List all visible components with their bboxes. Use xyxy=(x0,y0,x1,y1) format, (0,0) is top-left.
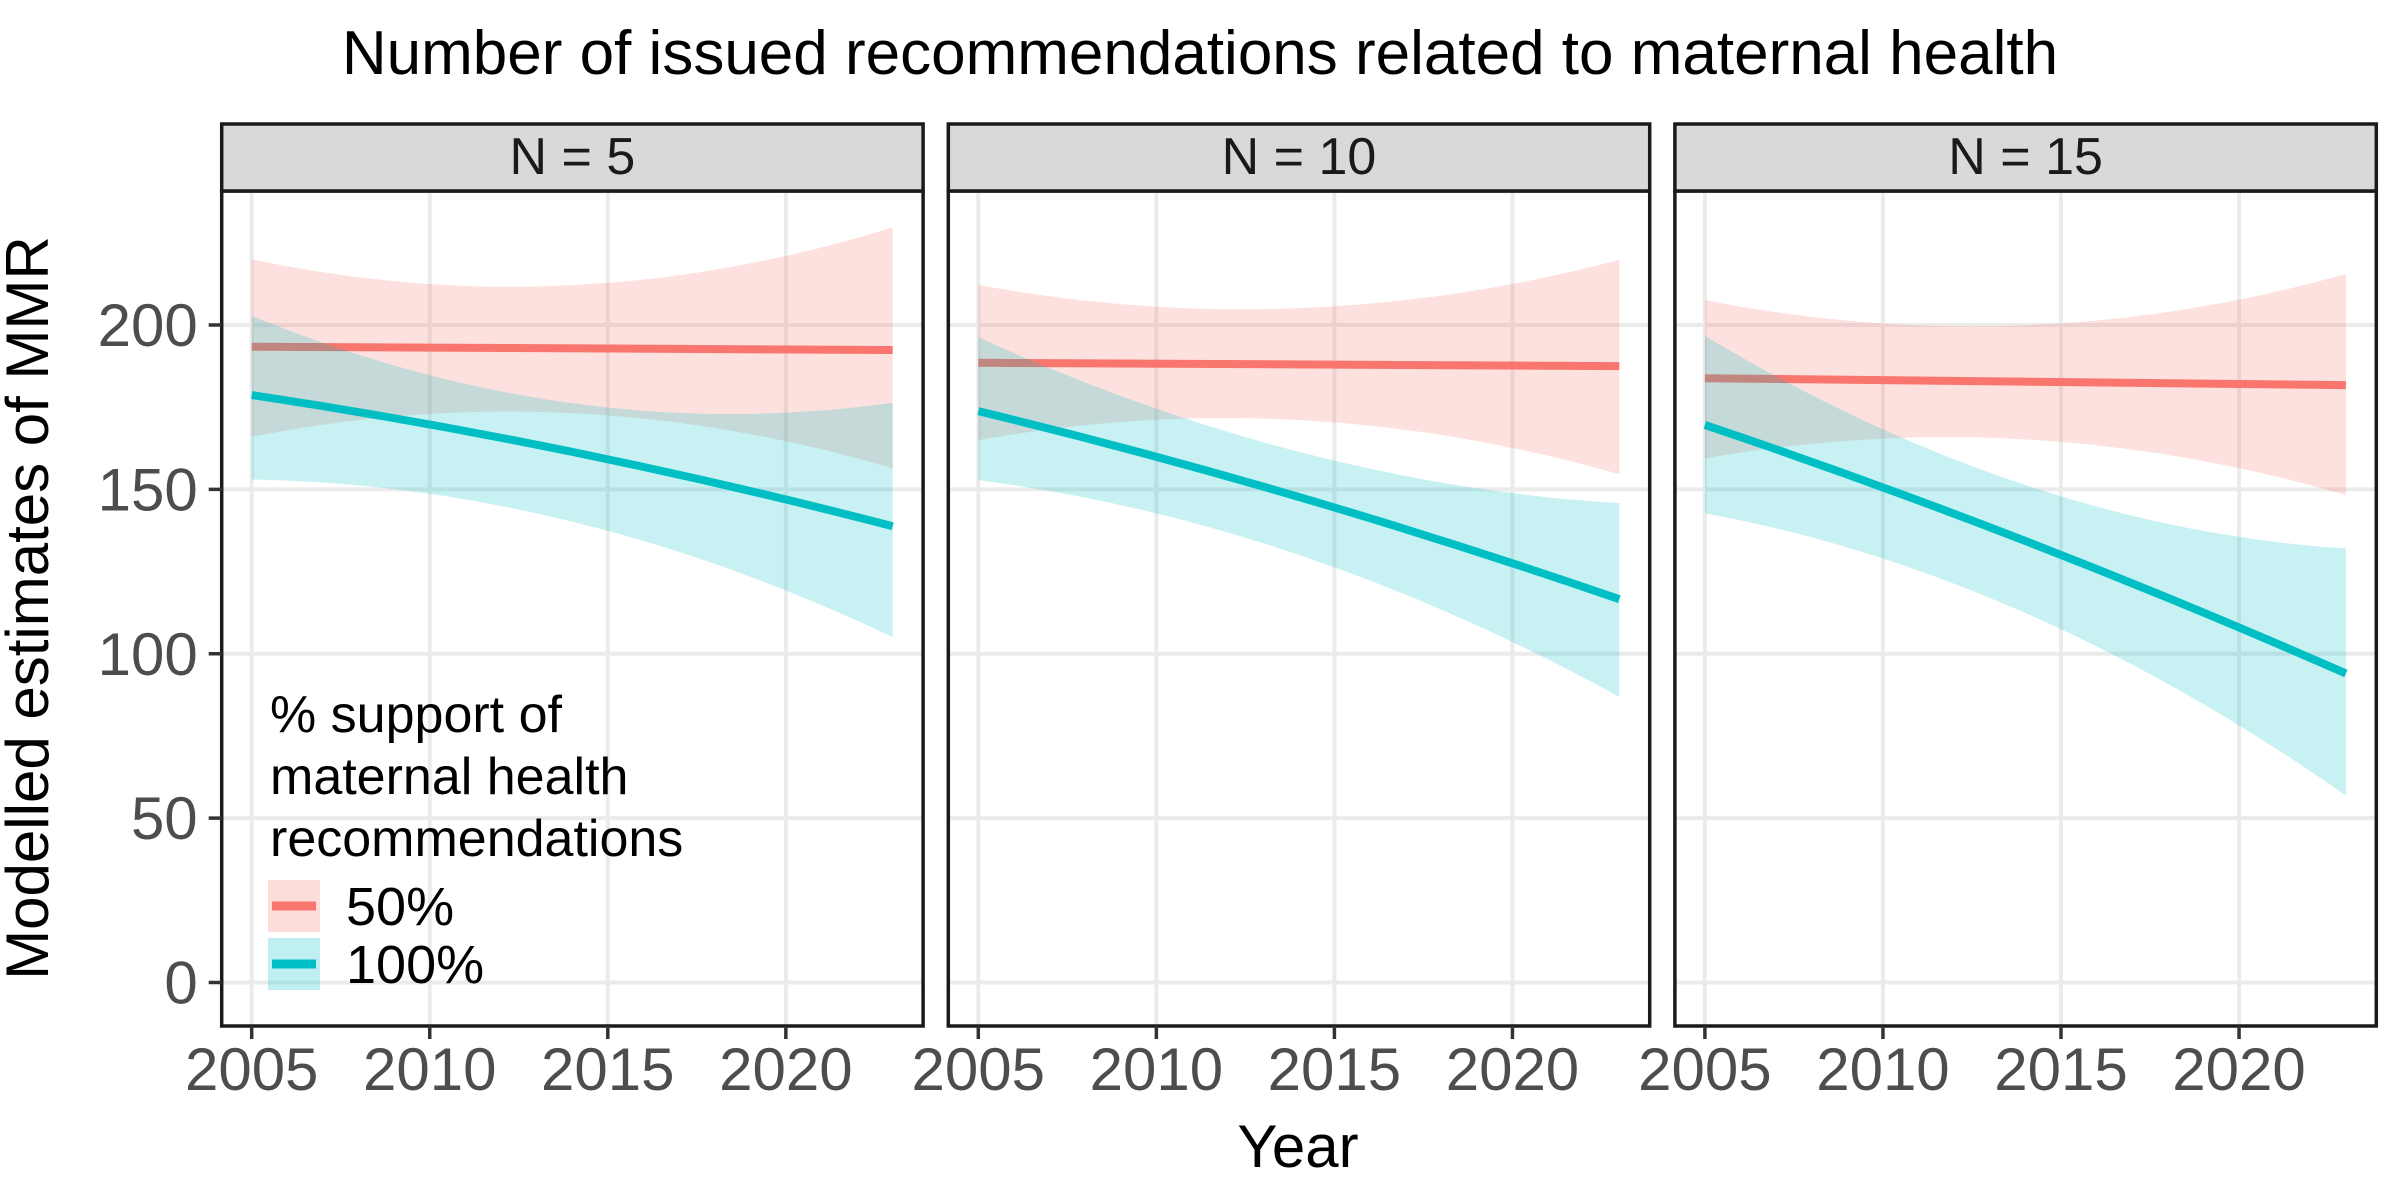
legend: % support of maternal health recommendat… xyxy=(268,686,683,995)
trend-line-100pct xyxy=(251,391,894,531)
facet-strip-label: N = 15 xyxy=(1948,128,2103,186)
legend-label-50: 50% xyxy=(346,877,454,937)
trend-line-100pct xyxy=(977,407,1621,603)
facet-panel: N = 15 2005 2010 2015 2020 xyxy=(1638,122,2379,1103)
facet-strip xyxy=(1673,122,2379,193)
legend-title-line1: % support of xyxy=(270,686,562,744)
x-tick-label: 2010 xyxy=(363,1036,496,1103)
x-tick-label: 2005 xyxy=(1638,1036,1771,1103)
trend-line-50pct xyxy=(978,358,1620,371)
facet-panel: N = 5 2005 2010 2015 2020 xyxy=(185,122,925,1103)
facet-strip xyxy=(219,122,925,193)
panel-background xyxy=(948,191,1650,1026)
facet-panel: N = 10 2005 2010 2015 2020 xyxy=(912,122,1652,1103)
panel-background xyxy=(221,191,924,1026)
x-tick-label: 2020 xyxy=(1446,1036,1579,1103)
x-tick-label: 2010 xyxy=(1816,1036,1949,1103)
legend-title-line2: maternal health xyxy=(270,748,628,806)
ci-ribbon-100pct xyxy=(1704,335,2346,796)
ci-ribbon-100pct xyxy=(251,315,893,637)
x-axis-title: Year xyxy=(1237,1113,1358,1180)
facet-strip-label: N = 5 xyxy=(510,128,636,186)
trend-line-50pct xyxy=(251,342,893,354)
x-tick-label: 2015 xyxy=(1268,1036,1401,1103)
x-tick-label: 2015 xyxy=(1994,1036,2127,1103)
y-axis-title: Modelled estimates of MMR xyxy=(0,236,61,980)
x-tick-label: 2005 xyxy=(912,1036,1045,1103)
legend-title-line3: recommendations xyxy=(270,810,683,868)
panel-background xyxy=(1674,191,2377,1026)
legend-label-100: 100% xyxy=(346,935,484,995)
plot-title: Number of issued recommendations related… xyxy=(342,19,2058,88)
x-tick-label: 2015 xyxy=(541,1036,674,1103)
facet-panels: N = 5 2005 2010 2015 2020 N = 10 2005 2010 2015 2… xyxy=(185,122,2379,1103)
facet-strip xyxy=(946,122,1652,193)
x-tick-label: 2005 xyxy=(185,1036,318,1103)
x-tick-label: 2020 xyxy=(719,1036,852,1103)
trend-line-100pct xyxy=(1703,421,2348,678)
x-tick-label: 2020 xyxy=(2172,1036,2305,1103)
facet-strip-label: N = 10 xyxy=(1222,128,1377,186)
y-tick-label: 100 xyxy=(98,621,198,688)
ci-ribbon-100pct xyxy=(978,337,1620,697)
y-tick-label: 200 xyxy=(98,292,198,359)
y-tick-label: 0 xyxy=(164,950,197,1017)
trend-line-50pct xyxy=(1704,374,2346,390)
y-tick-label: 150 xyxy=(98,456,198,523)
y-axis: 0 50 100 150 200 xyxy=(98,292,222,1017)
y-tick-label: 50 xyxy=(131,785,198,852)
x-tick-label: 2010 xyxy=(1090,1036,1223,1103)
